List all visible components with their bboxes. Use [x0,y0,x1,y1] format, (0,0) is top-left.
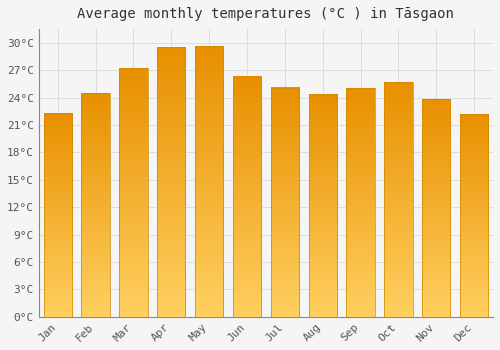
Bar [44,113,72,317]
Bar [308,94,337,317]
Bar [195,47,224,317]
Bar [460,114,488,317]
Bar [384,82,412,317]
Bar [422,99,450,317]
Bar [119,68,148,317]
Bar [82,93,110,317]
Bar [82,93,110,317]
Bar [270,88,299,317]
Bar [308,94,337,317]
Bar [233,77,261,317]
Bar [346,89,375,317]
Bar [157,47,186,317]
Bar [233,77,261,317]
Bar [384,82,412,317]
Bar [270,88,299,317]
Bar [44,113,72,317]
Bar [157,47,186,317]
Bar [346,89,375,317]
Bar [119,68,148,317]
Title: Average monthly temperatures (°C ) in Tāsgaon: Average monthly temperatures (°C ) in Tā… [78,7,454,21]
Bar [422,99,450,317]
Bar [460,114,488,317]
Bar [195,47,224,317]
